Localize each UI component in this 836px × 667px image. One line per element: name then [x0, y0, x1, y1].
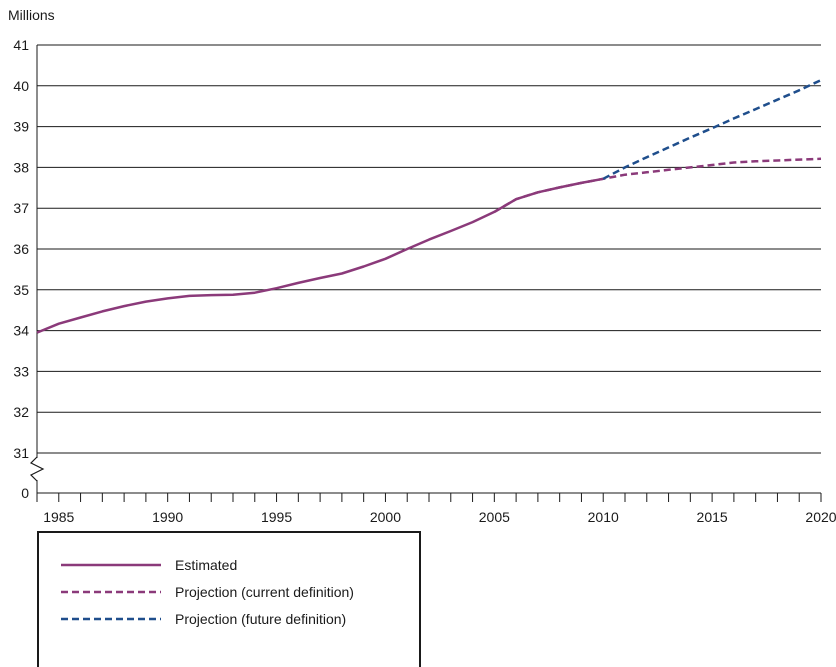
y-tick-label: 37: [13, 200, 29, 216]
y-tick-label: 32: [13, 404, 29, 420]
legend-label: Estimated: [175, 557, 237, 573]
series-line-2: [493, 157, 822, 213]
legend: Estimated Projection (current definition)…: [37, 531, 421, 667]
x-tick-label: 2015: [697, 509, 728, 525]
axes: [28, 45, 822, 502]
y-tick-label: 35: [13, 282, 29, 298]
legend-label: Projection (future definition): [175, 611, 346, 627]
y-tick-label: 0: [21, 485, 29, 501]
y-axis-label: Millions: [8, 7, 55, 23]
x-tick-label: 2020: [805, 509, 836, 525]
y-tick-label: 36: [13, 241, 29, 257]
x-tick-label: 1985: [43, 509, 74, 525]
series-line-1: [36, 177, 604, 334]
gridlines: [37, 44, 821, 454]
axis-break-icon: [29, 456, 45, 482]
x-tick-label: 2010: [588, 509, 619, 525]
y-tick-labels: 0 31 32 33 34 35 36 37 38 39 40 41: [13, 37, 29, 501]
y-tick-label: 41: [13, 37, 29, 53]
y-tick-label: 34: [13, 323, 29, 339]
y-tick-label: 38: [13, 159, 29, 175]
legend-label: Projection (current definition): [175, 584, 354, 600]
x-tick-label: 2005: [479, 509, 510, 525]
x-tick-label: 1990: [152, 509, 183, 525]
x-tick-label: 2000: [370, 509, 401, 525]
y-tick-label: 33: [13, 363, 29, 379]
y-tick-label: 40: [13, 78, 29, 94]
y-tick-label: 39: [13, 119, 29, 135]
x-tick-labels: 1985 1990 1995 2000 2005 2010 2015 2020: [43, 509, 836, 525]
series-lines: [36, 78, 822, 334]
legend-box: [37, 531, 421, 667]
y-tick-label: 31: [13, 445, 29, 461]
x-tick-label: 1995: [261, 509, 292, 525]
series-line-3: [602, 78, 822, 180]
